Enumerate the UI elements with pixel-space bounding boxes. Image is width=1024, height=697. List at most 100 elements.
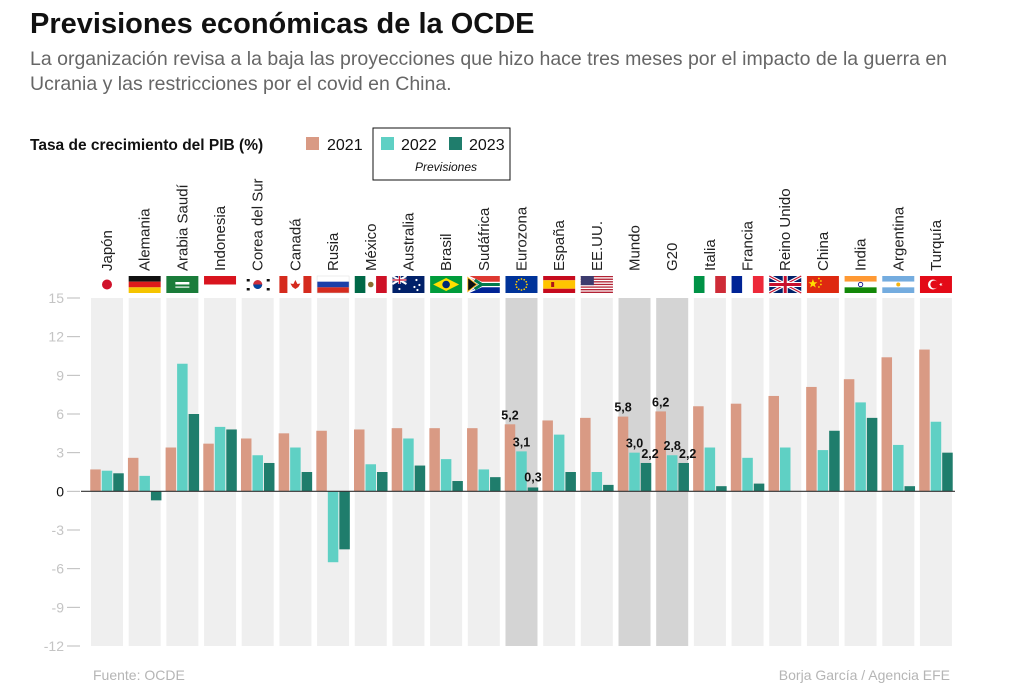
category-labels: Japón Alemania Arabia Saudí Indonesia Corea …: [99, 178, 945, 271]
bar-2023-india: [866, 417, 878, 492]
bar-2023-corea-del-sur: [263, 462, 275, 492]
bar-2022-eurozona: [516, 451, 527, 492]
flag-tr-icon: [919, 276, 952, 293]
flag-de-icon: [128, 276, 161, 293]
flag-in-icon: [844, 276, 877, 293]
y-tick-label: -12: [44, 638, 64, 654]
flag-cn-icon: [806, 276, 839, 293]
bar-2022-argentina: [893, 444, 904, 492]
legend-label-2023: 2023: [469, 137, 505, 154]
legend-swatch-2023: [449, 137, 462, 150]
data-label-2023-mundo: 2,2: [641, 447, 658, 461]
y-tick-label: 0: [56, 483, 64, 499]
bar-2022-italia: [704, 447, 716, 492]
flags: [91, 274, 952, 295]
legend-forecast-box: [372, 127, 511, 181]
category-label-japon: Japón: [99, 230, 116, 271]
bar-2023-sudafrica: [490, 477, 501, 492]
y-tick-label: 15: [48, 290, 64, 306]
category-label-indonesia: Indonesia: [212, 205, 229, 271]
chart-title: Previsiones económicas de la OCDE: [30, 8, 535, 40]
legend-label-2022: 2022: [401, 137, 437, 154]
flag-eu-icon: [505, 276, 538, 293]
bar-2023-china: [829, 430, 840, 492]
bar-2021-sudafrica: [467, 428, 478, 492]
flag-kr-icon: [241, 276, 274, 293]
bar-2023-turquia: [942, 452, 953, 492]
flag-it-icon: [693, 276, 726, 293]
flag-id-icon: [204, 276, 237, 293]
legend-forecast-note: Previsiones: [415, 160, 477, 174]
bar-2022-francia: [742, 457, 753, 492]
source-note: Fuente: OCDE: [93, 667, 185, 683]
bar-2023-mundo: [640, 462, 652, 492]
data-label-2023-eurozona: 0,3: [524, 470, 541, 484]
category-label-turquia: Turquía: [928, 219, 945, 271]
category-label-china: China: [815, 231, 832, 271]
credit-note: Borja García / Agencia EFE: [778, 667, 950, 683]
legend-swatch-2022: [381, 137, 394, 150]
bar-2023-arabia-saudi: [188, 414, 200, 492]
bar-2021-indonesia: [203, 443, 214, 492]
bar-2022-alemania: [139, 475, 150, 492]
chart-subtitle: La organización revisa a la baja las pro…: [30, 48, 948, 95]
bar-2022-rusia: [327, 491, 339, 563]
legend: Tasa de crecimiento del PIB (%) 2021 202…: [30, 127, 511, 181]
bar-2023-canada: [301, 472, 313, 492]
bar-2021-espana: [542, 420, 553, 492]
y-tick-label: -9: [52, 599, 65, 615]
bar-2023-eurozona: [527, 487, 539, 492]
bar-2021-turquia: [919, 349, 930, 492]
bar-2021-japon: [90, 469, 101, 492]
bar-2022-espana: [553, 434, 565, 492]
bar-2022-reino-unido: [779, 447, 791, 492]
data-label-2022-mundo: 3,0: [626, 437, 643, 451]
data-label-2021-eurozona: 5,2: [501, 408, 518, 422]
bar-2021-arabia-saudi: [165, 447, 177, 492]
bar-2022-arabia-saudi: [177, 363, 188, 492]
category-label-canada: Canadá: [287, 218, 304, 271]
bar-2021-mundo: [617, 416, 629, 492]
bar-2022-japon: [101, 470, 113, 492]
bar-2021-argentina: [881, 357, 893, 492]
bar-2022-turquia: [930, 421, 942, 492]
category-label-mexico: México: [363, 223, 380, 271]
bar-2023-mexico: [377, 472, 388, 492]
data-label-2022-eurozona: 3,1: [513, 435, 530, 449]
bar-2021-italia: [693, 406, 704, 492]
category-label-francia: Francia: [740, 220, 757, 271]
bar-2023-australia: [414, 465, 426, 492]
bar-2021-china: [806, 386, 817, 492]
flag-sa-icon: [166, 276, 199, 293]
category-label-mundo: Mundo: [627, 225, 644, 271]
bar-2023-brasil: [452, 481, 463, 492]
flag-mx-icon: [354, 276, 387, 293]
bar-2021-alemania: [127, 457, 139, 492]
bar-2023-ee-uu: [603, 484, 614, 492]
bar-2022-india: [855, 402, 866, 492]
bar-2022-corea-del-sur: [252, 455, 263, 492]
bar-2023-francia: [753, 483, 765, 492]
flag-gb-icon: [768, 274, 803, 295]
flag-us-icon: [580, 276, 613, 293]
y-tick-label: -6: [52, 561, 65, 577]
bar-2023-italia: [716, 486, 727, 492]
category-label-rusia: Rusia: [325, 232, 342, 271]
bar-2021-canada: [278, 433, 290, 492]
legend-label-2021: 2021: [327, 137, 363, 154]
category-label-arabia-saudi: Arabia Saudí: [174, 183, 191, 271]
flag-za-icon: [467, 275, 501, 294]
bar-2022-australia: [403, 438, 414, 492]
bar-2023-g20: [678, 462, 689, 492]
flag-ca-icon: [279, 276, 312, 293]
data-label-2021-g20: 6,2: [652, 395, 669, 409]
bar-2022-g20: [666, 455, 678, 492]
category-label-ee-uu: EE.UU.: [589, 221, 606, 271]
y-tick-label: -3: [52, 522, 65, 538]
bar-2023-alemania: [150, 491, 162, 501]
flag-br-icon: [430, 276, 463, 293]
category-label-australia: Australia: [400, 212, 417, 271]
category-label-g20: G20: [664, 243, 681, 271]
category-label-espana: España: [551, 219, 568, 271]
